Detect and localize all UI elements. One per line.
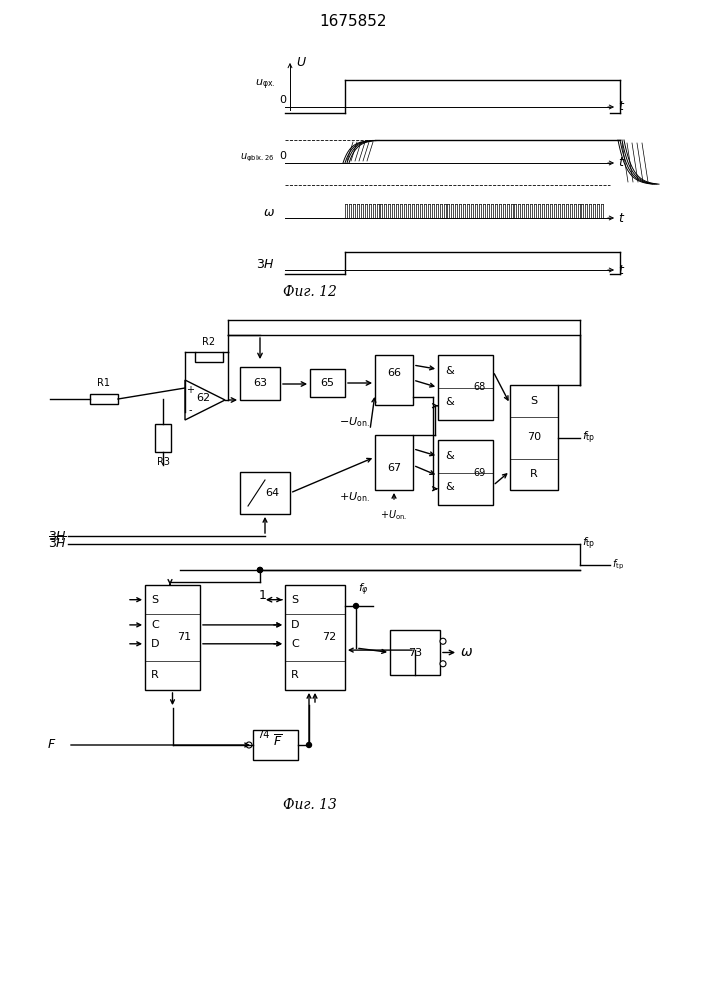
Text: F: F [48, 738, 55, 752]
Text: &: & [445, 397, 455, 407]
Text: S: S [151, 595, 158, 605]
Text: t: t [618, 156, 623, 169]
Bar [240, 472, 290, 514]
Text: D: D [291, 620, 299, 630]
Text: 1675852: 1675852 [320, 14, 387, 29]
Text: S: S [530, 396, 537, 406]
Text: -: - [188, 405, 192, 415]
Circle shape [257, 568, 262, 572]
Text: $f_\varphi$: $f_\varphi$ [358, 582, 369, 598]
Circle shape [440, 661, 446, 667]
Text: t: t [618, 263, 623, 276]
Text: 0: 0 [279, 95, 286, 105]
Text: $f_{\rm tp}$: $f_{\rm tp}$ [582, 429, 595, 446]
Circle shape [440, 638, 446, 644]
Text: $3H$: $3H$ [257, 258, 275, 271]
Circle shape [257, 568, 262, 572]
Bar [375, 355, 413, 405]
Text: 74: 74 [257, 730, 269, 740]
Text: t: t [618, 101, 623, 113]
Bar [155, 424, 171, 452]
Text: 65: 65 [320, 378, 334, 388]
Text: $-U_{\rm on.}$: $-U_{\rm on.}$ [339, 415, 370, 429]
Text: R3: R3 [156, 457, 170, 467]
Text: 62: 62 [196, 393, 210, 403]
Text: R2: R2 [202, 337, 216, 347]
Text: $f_{\rm tp}$: $f_{\rm tp}$ [582, 536, 595, 552]
Bar [390, 630, 440, 675]
Bar [438, 440, 493, 505]
Text: R: R [530, 469, 538, 479]
Bar [253, 730, 298, 760]
Text: $\omega$: $\omega$ [460, 646, 473, 660]
Text: &: & [445, 482, 455, 492]
Text: 72: 72 [322, 633, 336, 643]
Text: Фиг. 13: Фиг. 13 [283, 798, 337, 812]
Circle shape [354, 603, 358, 608]
Bar [240, 367, 280, 400]
Text: U: U [296, 55, 305, 68]
Text: S: S [291, 595, 298, 605]
Circle shape [307, 742, 312, 748]
Text: $\overline{F}$: $\overline{F}$ [273, 734, 282, 750]
Text: 1: 1 [259, 589, 267, 602]
Text: 0: 0 [279, 151, 286, 161]
Text: +: + [186, 385, 194, 395]
Text: 66: 66 [387, 367, 401, 377]
Text: $f_{\rm tp}$: $f_{\rm tp}$ [612, 558, 624, 572]
Bar [90, 394, 118, 404]
Text: R: R [291, 670, 299, 680]
Text: $+U_{\rm on.}$: $+U_{\rm on.}$ [339, 490, 370, 504]
Text: 68: 68 [473, 382, 485, 392]
Text: 69: 69 [473, 468, 485, 478]
Bar [285, 585, 345, 690]
Text: 63: 63 [253, 378, 267, 388]
Text: $\overline{3H}$: $\overline{3H}$ [48, 536, 67, 552]
Text: C: C [291, 639, 299, 649]
Text: D: D [151, 639, 159, 649]
Text: Фиг. 12: Фиг. 12 [283, 285, 337, 299]
Text: $3H$: $3H$ [48, 530, 66, 542]
Text: $+U_{\rm on.}$: $+U_{\rm on.}$ [380, 508, 408, 522]
Text: 67: 67 [387, 463, 401, 473]
Text: &: & [445, 451, 455, 461]
Bar [375, 435, 413, 490]
Text: C: C [151, 620, 159, 630]
Text: R: R [151, 670, 159, 680]
Text: 73: 73 [408, 648, 422, 658]
Bar [145, 585, 200, 690]
Text: $\omega$: $\omega$ [263, 206, 275, 219]
Text: 70: 70 [527, 432, 541, 442]
Text: 64: 64 [265, 488, 279, 498]
Bar [438, 355, 493, 420]
Bar [310, 369, 345, 397]
Text: &: & [445, 366, 455, 376]
Text: $u_{\rm\varphi x.}$: $u_{\rm\varphi x.}$ [255, 78, 275, 92]
Bar [510, 385, 558, 490]
Text: 71: 71 [177, 633, 191, 643]
Text: t: t [618, 212, 623, 225]
Text: $u_{\rm\varphi{\rm bl}x.26}$: $u_{\rm\varphi{\rm bl}x.26}$ [240, 152, 275, 164]
Bar [195, 352, 223, 362]
Circle shape [246, 742, 252, 748]
Text: R1: R1 [98, 378, 110, 388]
